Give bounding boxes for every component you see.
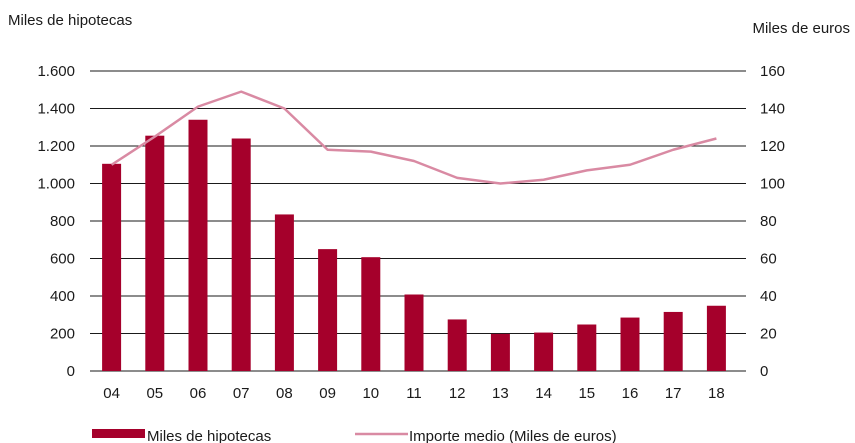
right-tick-label: 160 — [760, 63, 785, 80]
bar — [663, 311, 683, 371]
x-tick-label: 16 — [622, 385, 639, 402]
x-tick-label: 07 — [233, 385, 250, 402]
bar — [577, 324, 597, 371]
x-tick-label: 09 — [319, 385, 336, 402]
left-tick-label: 1.000 — [37, 176, 75, 193]
x-tick-label: 12 — [449, 385, 466, 402]
bar — [490, 333, 510, 371]
left-tick-label: 600 — [50, 251, 75, 268]
left-tick-label: 400 — [50, 288, 75, 305]
bar — [318, 249, 338, 371]
x-tick-label: 04 — [103, 385, 120, 402]
x-tick-label: 08 — [276, 385, 293, 402]
x-tick-label: 06 — [190, 385, 207, 402]
x-axis-ticks: 04 05 06 07 08 09 10 11 12 13 14 15 16 17 18 — [103, 385, 724, 402]
right-tick-label: 100 — [760, 176, 785, 193]
left-tick-label: 1.200 — [37, 138, 75, 155]
bar — [361, 257, 381, 371]
right-tick-label: 80 — [760, 213, 777, 230]
right-tick-label: 20 — [760, 326, 777, 343]
left-axis-title: Miles de hipotecas — [8, 12, 132, 29]
right-axis-title: Miles de euros — [752, 20, 850, 37]
bar — [706, 305, 726, 371]
left-tick-label: 800 — [50, 213, 75, 230]
right-axis-ticks: 0 20 40 60 80 100 120 140 160 — [760, 63, 785, 380]
x-tick-label: 14 — [535, 385, 552, 402]
legend-bar-label: Miles de hipotecas — [147, 428, 271, 443]
left-tick-label: 1.400 — [37, 101, 75, 118]
bar — [188, 119, 208, 371]
right-tick-label: 0 — [760, 363, 768, 380]
bar — [534, 332, 554, 371]
bar — [447, 319, 467, 371]
right-tick-label: 140 — [760, 101, 785, 118]
bar — [145, 135, 165, 371]
left-tick-label: 200 — [50, 326, 75, 343]
bar — [231, 138, 251, 371]
left-tick-label: 1.600 — [37, 63, 75, 80]
legend-bar-swatch — [92, 429, 145, 438]
right-tick-label: 60 — [760, 251, 777, 268]
left-tick-label: 0 — [67, 363, 75, 380]
x-tick-label: 10 — [362, 385, 379, 402]
x-tick-label: 18 — [708, 385, 725, 402]
line-series — [110, 90, 717, 185]
x-tick-label: 13 — [492, 385, 509, 402]
left-axis-ticks: 0 200 400 600 800 1.000 1.200 1.400 1.600 — [37, 63, 75, 380]
legend-line-label: Importe medio (Miles de euros) — [409, 428, 617, 443]
x-tick-label: 11 — [406, 385, 422, 402]
right-tick-label: 40 — [760, 288, 777, 305]
bar — [274, 214, 294, 371]
bar — [620, 317, 640, 371]
right-tick-label: 120 — [760, 138, 785, 155]
x-tick-label: 15 — [578, 385, 595, 402]
legend: Miles de hipotecas Importe medio (Miles … — [92, 428, 617, 443]
bar — [102, 163, 122, 371]
x-tick-label: 05 — [146, 385, 163, 402]
x-tick-label: 17 — [665, 385, 682, 402]
bar-series — [102, 119, 726, 371]
bar — [404, 294, 424, 371]
